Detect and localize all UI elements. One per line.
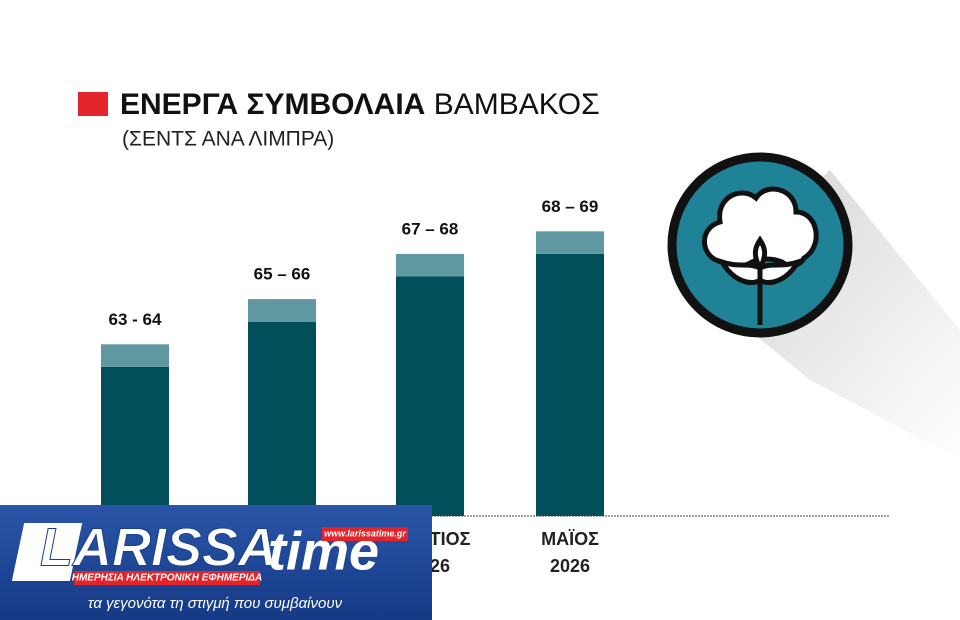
- logo: LARISSA time www.larissatime.gr ΗΜΕΡΗΣΙΑ…: [0, 505, 432, 620]
- title-regular: ΒΑΜΒΑΚΟΣ: [434, 88, 600, 121]
- logo-url: www.larissatime.gr: [324, 528, 406, 538]
- value-label: 65 – 66: [254, 265, 311, 284]
- value-label: 67 – 68: [402, 219, 459, 238]
- chart-subtitle: (ΣΕΝΤΣ ΑΝΑ ΛΙΜΠΡΑ): [122, 128, 334, 151]
- title-marker: [78, 92, 108, 116]
- bar-base: [396, 276, 464, 516]
- value-label: 68 – 69: [542, 197, 599, 216]
- logo-name: LARISSA: [40, 517, 277, 577]
- logo-graphic: LARISSA time www.larissatime.gr ΗΜΕΡΗΣΙΑ…: [11, 517, 408, 612]
- logo-tagline-box: [74, 571, 260, 585]
- logo-slogan: τα γεγονότα τη στιγμή που συμβαίνουν: [88, 595, 343, 612]
- bar-base: [536, 253, 604, 517]
- x-tick-label: ΜΑΪΟΣ: [541, 529, 599, 549]
- bar-range: [396, 253, 464, 277]
- bar-range: [536, 231, 604, 254]
- logo-url-box: [322, 527, 408, 541]
- cotton-icon: [667, 152, 960, 460]
- x-tick-label: 2026: [550, 556, 590, 576]
- bar-range: [248, 299, 316, 322]
- icon-stem: [716, 235, 804, 325]
- value-label: 63 - 64: [109, 310, 162, 329]
- chart-title: ΕΝΕΡΓΑ ΣΥΜΒΟΛΑΙΑ ΒΑΜΒΑΚΟΣ: [120, 88, 600, 121]
- logo-l-box: [11, 523, 83, 581]
- title-bold: ΕΝΕΡΓΑ ΣΥΜΒΟΛΑΙΑ: [120, 88, 425, 121]
- bar-range: [101, 344, 169, 367]
- logo-tagline: ΗΜΕΡΗΣΙΑ ΗΛΕΚΤΡΟΝΙΚΗ ΕΦΗΜΕΡΙΔΑ: [72, 573, 262, 584]
- bar-base: [101, 366, 169, 516]
- bar-base: [248, 321, 316, 516]
